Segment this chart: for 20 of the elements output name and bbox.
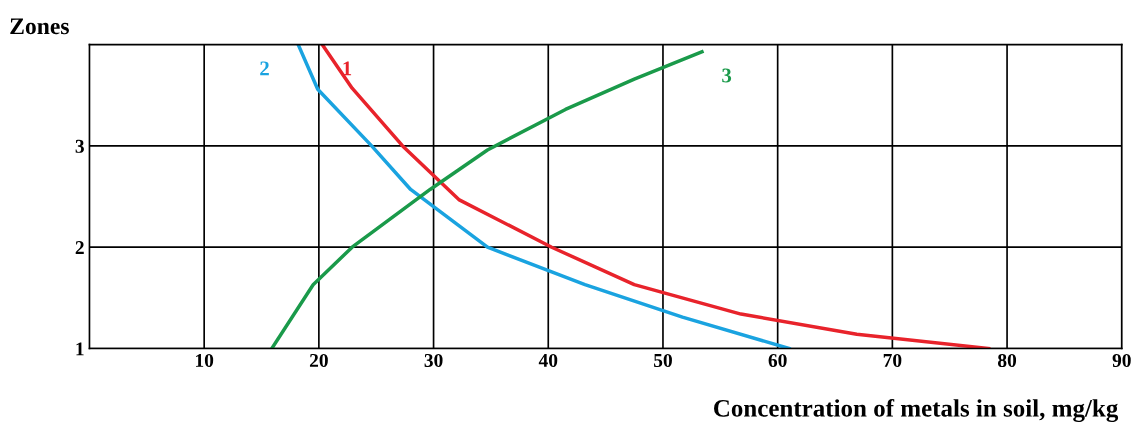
series-label: 2	[260, 61, 269, 76]
x-tick-label: 20	[309, 353, 328, 368]
x-tick-label: 80	[997, 353, 1017, 368]
y-tick-label: 1	[76, 342, 84, 356]
x-tick-label: 70	[883, 353, 902, 368]
x-tick-label: 10	[196, 353, 214, 368]
x-tick-label: 90	[1112, 353, 1131, 368]
line-series	[270, 49, 704, 349]
x-tick-label: 50	[654, 353, 672, 368]
x-tick-label: 30	[424, 353, 443, 368]
x-tick-label: 40	[538, 353, 558, 368]
x-tick-label: 60	[768, 353, 787, 368]
line-series	[296, 44, 791, 349]
y-tick-label: 3	[75, 139, 84, 153]
x-axis-title: Concentration of metals in soil, mg/kg	[714, 398, 1119, 423]
y-axis-title: Zones	[10, 18, 69, 35]
y-tick-label: 2	[75, 241, 84, 254]
series-label: 3	[722, 68, 732, 83]
line-series	[320, 44, 991, 349]
series-label: 1	[343, 61, 352, 76]
